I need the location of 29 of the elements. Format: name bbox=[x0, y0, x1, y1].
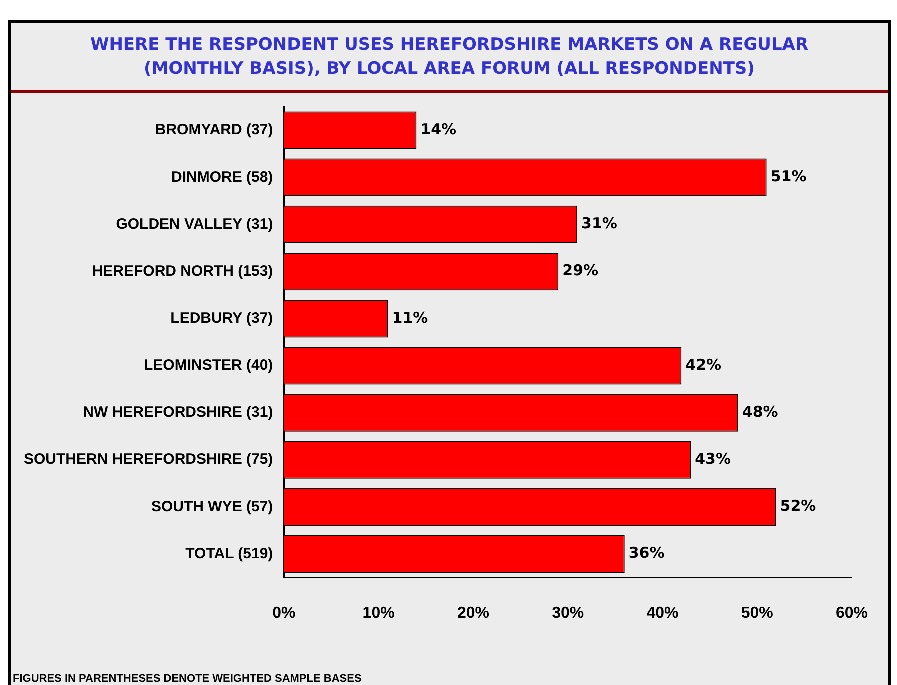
data-label: 11% bbox=[392, 308, 428, 327]
y-tick-label: NW HEREFORDSHIRE (31) bbox=[83, 404, 274, 422]
y-tick-label: LEOMINSTER (40) bbox=[144, 357, 274, 374]
data-label: 51% bbox=[770, 168, 807, 186]
x-tick-label: 10% bbox=[362, 604, 395, 622]
x-tick-label: 0% bbox=[272, 604, 296, 622]
data-label: 43% bbox=[695, 450, 732, 468]
y-tick-label: SOUTH WYE (57) bbox=[152, 498, 274, 516]
y-tick-label: LEDBURY (37) bbox=[170, 310, 274, 327]
y-tick-label: BROMYARD (37) bbox=[155, 122, 274, 139]
y-tick-label: TOTAL (519) bbox=[186, 545, 274, 562]
y-tick-label: GOLDEN VALLEY (31) bbox=[116, 216, 274, 233]
y-tick-label: HEREFORD NORTH (153) bbox=[92, 262, 274, 280]
x-tick-label: 40% bbox=[646, 604, 679, 622]
text: FIGURES IN PARENTHESES DENOTE WEIGHTED SAMPLE BASES bbox=[13, 673, 362, 685]
chart-title: WHERE THE RESPONDENT USES HEREFORDSHIRE MARKETS ON A REGULAR (MONTHLY BASIS), BY LOCAL AREA FORUM (ALL RESPONDENTS) bbox=[11, 23, 888, 93]
x-tick-label: 50% bbox=[741, 604, 774, 622]
x-tick-label: 30% bbox=[552, 604, 584, 622]
y-tick-label: DINMORE (58) bbox=[172, 168, 274, 186]
data-label: 14% bbox=[420, 120, 457, 138]
data-label: 52% bbox=[780, 497, 816, 516]
data-label: 36% bbox=[628, 544, 665, 562]
data-label: 31% bbox=[582, 214, 618, 233]
data-label: 48% bbox=[742, 402, 778, 421]
data-label: 29% bbox=[562, 262, 599, 280]
y-tick-label: SOUTHERN HEREFORDSHIRE (75) bbox=[24, 451, 274, 468]
x-tick-label: 60% bbox=[836, 604, 868, 622]
data-label: 42% bbox=[686, 356, 722, 374]
x-tick-label: 20% bbox=[457, 604, 490, 622]
